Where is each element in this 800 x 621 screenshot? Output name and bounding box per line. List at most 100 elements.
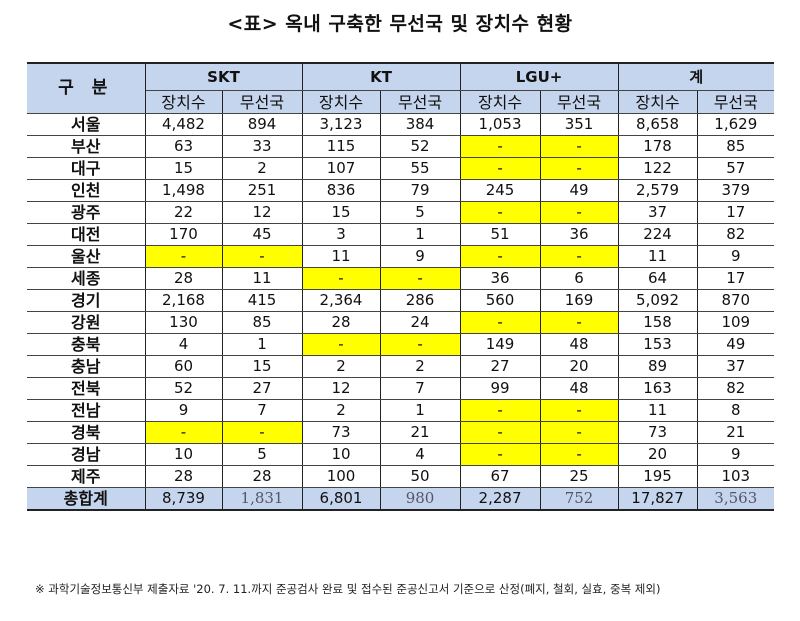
table-row: 제주 28 28 100 50 67 25 195 103 xyxy=(27,465,775,488)
table-row: 전남 9 7 2 1- -11 8 xyxy=(27,399,775,422)
table-cell: 384 xyxy=(379,113,461,136)
group-header-skt: SKT xyxy=(144,62,303,91)
table-cell: 5 xyxy=(379,201,461,224)
table-row: 광주 22 12 15 5- -37 17 xyxy=(27,201,775,224)
table-cell: - xyxy=(539,399,619,422)
table-cell: 20 xyxy=(539,355,619,378)
region-label: 대구 xyxy=(27,157,146,180)
table-row: 부산 63 33 115 52- -178 85 xyxy=(27,135,775,158)
total-row: 총합계 8,739 1,831 6,801 980 2,287 752 17,827 3,563 xyxy=(27,487,775,511)
table-cell: - xyxy=(539,443,619,466)
total-cell: 8,739 xyxy=(144,487,223,511)
table-row: 전북 52 27 12 7 99 48 163 82 xyxy=(27,377,775,400)
table-cell: 224 xyxy=(617,223,698,246)
table-cell: 49 xyxy=(696,333,775,356)
table-cell: 109 xyxy=(696,311,775,334)
table-cell: 73 xyxy=(301,421,381,444)
table-row: 경기 2,168 415 2,364 286 560 169 5,092 870 xyxy=(27,289,775,312)
table-cell: 169 xyxy=(539,289,619,312)
table-cell: - xyxy=(459,443,541,466)
table-cell: 28 xyxy=(144,465,223,488)
sub-header: 무선국 xyxy=(696,90,775,114)
table-cell: 153 xyxy=(617,333,698,356)
table-cell: 21 xyxy=(696,421,775,444)
table-cell: 9 xyxy=(379,245,461,268)
table-cell: 22 xyxy=(144,201,223,224)
table-cell: 178 xyxy=(617,135,698,158)
region-label: 경남 xyxy=(27,443,146,466)
table-cell: 894 xyxy=(221,113,303,136)
region-label: 울산 xyxy=(27,245,146,268)
table-cell: 1,498 xyxy=(144,179,223,202)
table-cell: 52 xyxy=(144,377,223,400)
table-cell: - xyxy=(539,201,619,224)
total-cell: 752 xyxy=(539,487,619,511)
table-row: 대전 170 45 3 1 51 36 224 82 xyxy=(27,223,775,246)
table-cell: 48 xyxy=(539,377,619,400)
table-cell: 33 xyxy=(221,135,303,158)
table-cell: 9 xyxy=(696,443,775,466)
table-cell: 15 xyxy=(221,355,303,378)
table-cell: 11 xyxy=(221,267,303,290)
table-cell: 49 xyxy=(539,179,619,202)
table-cell: 12 xyxy=(301,377,381,400)
region-label: 인천 xyxy=(27,179,146,202)
table-cell: 8,658 xyxy=(617,113,698,136)
table-cell: 2 xyxy=(221,157,303,180)
table-row: 울산 - -11 9- -11 9 xyxy=(27,245,775,268)
table-cell: 28 xyxy=(221,465,303,488)
region-label: 경북 xyxy=(27,421,146,444)
sub-header: 장치수 xyxy=(301,90,381,114)
region-label: 부산 xyxy=(27,135,146,158)
table-cell: 48 xyxy=(539,333,619,356)
region-label: 충북 xyxy=(27,333,146,356)
table-cell: 836 xyxy=(301,179,381,202)
table-cell: 2 xyxy=(301,399,381,422)
table-cell: 28 xyxy=(144,267,223,290)
corner-header: 구 분 xyxy=(27,62,146,114)
table-cell: 37 xyxy=(696,355,775,378)
table-cell: - xyxy=(539,135,619,158)
table-cell: 195 xyxy=(617,465,698,488)
table-cell: 15 xyxy=(301,201,381,224)
table-cell: 63 xyxy=(144,135,223,158)
region-label: 전북 xyxy=(27,377,146,400)
table-row: 경북 - -73 21- -73 21 xyxy=(27,421,775,444)
table-cell: 37 xyxy=(617,201,698,224)
group-header-total: 계 xyxy=(617,62,775,91)
table-cell: 163 xyxy=(617,377,698,400)
group-header-kt: KT xyxy=(301,62,461,91)
table-cell: - xyxy=(221,245,303,268)
group-header-lgu: LGU+ xyxy=(459,62,619,91)
table-cell: 10 xyxy=(301,443,381,466)
sub-header: 장치수 xyxy=(144,90,223,114)
table-cell: 36 xyxy=(539,223,619,246)
table-cell: 17 xyxy=(696,267,775,290)
table-cell: - xyxy=(539,311,619,334)
table-cell: 107 xyxy=(301,157,381,180)
table-cell: 82 xyxy=(696,377,775,400)
table-cell: - xyxy=(459,157,541,180)
table-cell: 85 xyxy=(221,311,303,334)
table-cell: 5,092 xyxy=(617,289,698,312)
table-cell: 1,053 xyxy=(459,113,541,136)
table-cell: 149 xyxy=(459,333,541,356)
table-cell: - xyxy=(301,333,381,356)
table-cell: 11 xyxy=(617,399,698,422)
total-cell: 6,801 xyxy=(301,487,381,511)
table-cell: 85 xyxy=(696,135,775,158)
table-row: 대구 15 2 107 55- -122 57 xyxy=(27,157,775,180)
table-row: 경남 10 5 10 4- -20 9 xyxy=(27,443,775,466)
table-cell: 5 xyxy=(221,443,303,466)
table-cell: 73 xyxy=(617,421,698,444)
table-cell: - xyxy=(144,245,223,268)
wireless-station-table: 구 분 SKT KT LGU+ 계 장치수 무선국 장치수 무선국 장치수 무선국 장치수 무… xyxy=(27,62,775,511)
table-cell: 158 xyxy=(617,311,698,334)
table-cell: - xyxy=(459,421,541,444)
table-cell: 20 xyxy=(617,443,698,466)
total-cell: 17,827 xyxy=(617,487,698,511)
table-cell: 10 xyxy=(144,443,223,466)
table-cell: 286 xyxy=(379,289,461,312)
table-cell: 2 xyxy=(301,355,381,378)
table-cell: 9 xyxy=(696,245,775,268)
